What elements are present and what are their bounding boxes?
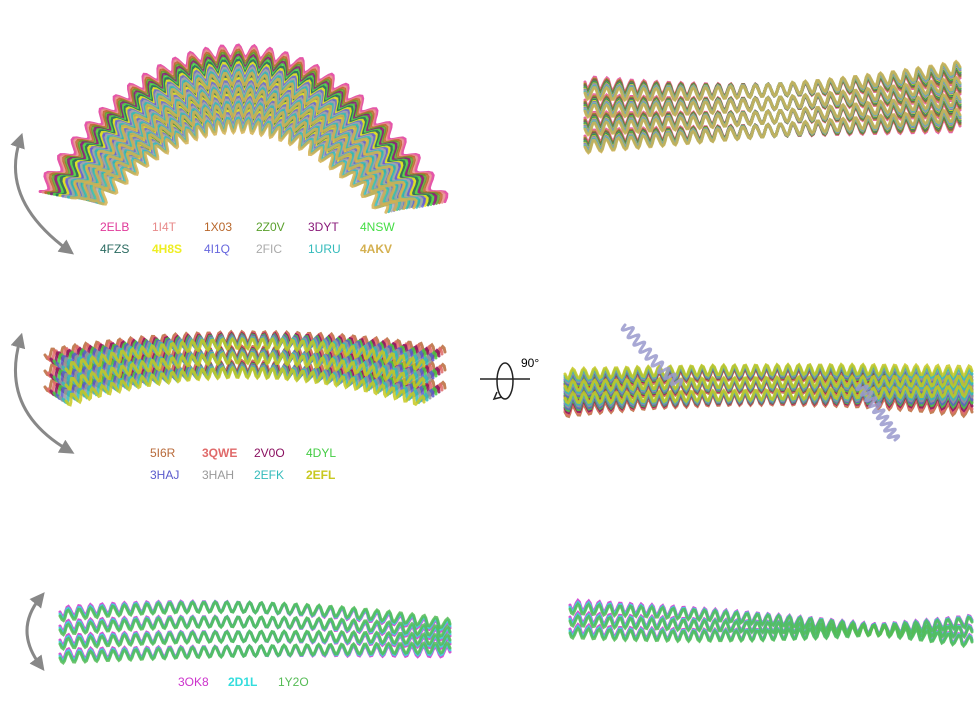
flex-arrow bbox=[27, 598, 40, 665]
structure-label: 2D1L bbox=[228, 675, 257, 689]
structure-label: 4DYL bbox=[306, 446, 336, 460]
rotation-icon: 90° bbox=[480, 356, 539, 399]
structure-label: 4AKV bbox=[360, 242, 392, 256]
structure-label: 1X03 bbox=[204, 220, 232, 234]
figure: 90° 2ELB 1I4T 1X03 2Z0V 3DYT 4NSW 4FZS 4H8S 4I1Q… bbox=[0, 0, 977, 716]
structure-label: 2Z0V bbox=[256, 220, 285, 234]
structure-label: 3OK8 bbox=[178, 675, 209, 689]
structure-label: 2V0O bbox=[254, 446, 285, 460]
structure-label: 3HAH bbox=[202, 468, 234, 482]
structure-label: 2EFL bbox=[306, 468, 335, 482]
structure-label: 1URU bbox=[308, 242, 341, 256]
structure-label: 2FIC bbox=[256, 242, 282, 256]
structure-label: 2EFK bbox=[254, 468, 284, 482]
structure-label: 1Y2O bbox=[278, 675, 309, 689]
structure-label: 4FZS bbox=[100, 242, 129, 256]
rotation-label: 90° bbox=[521, 356, 539, 370]
structure-label: 3QWE bbox=[202, 446, 237, 460]
structure-label: 2ELB bbox=[100, 220, 129, 234]
structure-label: 4NSW bbox=[360, 220, 395, 234]
structure-label: 4I1Q bbox=[204, 242, 230, 256]
structure-label: 3HAJ bbox=[150, 468, 179, 482]
structure-label: 1I4T bbox=[152, 220, 177, 234]
structure-label: 5I6R bbox=[150, 446, 176, 460]
structure-label: 3DYT bbox=[308, 220, 339, 234]
structures bbox=[40, 45, 972, 663]
structure-label: 4H8S bbox=[152, 242, 182, 256]
